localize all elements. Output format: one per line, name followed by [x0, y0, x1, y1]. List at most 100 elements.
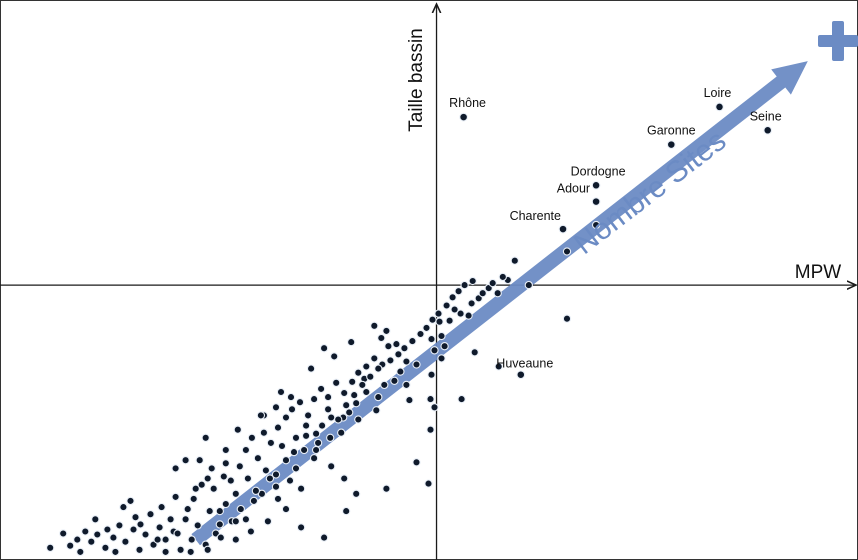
data-point [241, 445, 251, 455]
data-point [59, 529, 68, 538]
data-point [374, 392, 383, 402]
data-point [186, 547, 195, 557]
data-point [247, 433, 257, 442]
data-point [277, 441, 287, 451]
plus-icon [818, 21, 858, 61]
data-point [428, 315, 437, 324]
data-point [445, 316, 454, 325]
data-point [457, 394, 466, 404]
data-point [311, 445, 321, 455]
data-point [467, 299, 476, 308]
data-point [249, 496, 259, 506]
data-point [358, 380, 367, 390]
data-point [281, 413, 291, 422]
data-point [317, 421, 327, 430]
data-point [347, 337, 356, 347]
data-point [291, 433, 301, 442]
data-point [345, 408, 354, 417]
data-point [87, 537, 96, 546]
data-point [235, 462, 244, 471]
data-point [181, 515, 190, 524]
data-point [354, 368, 363, 377]
data-point [233, 425, 242, 434]
data-point [231, 489, 240, 498]
data-point [427, 370, 436, 379]
data-point [301, 431, 311, 440]
data-point [126, 496, 135, 506]
data-point [454, 287, 463, 296]
data-point [327, 413, 336, 422]
data-point [173, 529, 182, 538]
data-point [334, 415, 343, 424]
data-point [265, 474, 275, 483]
data-point-seine [763, 125, 773, 135]
data-point [430, 403, 439, 412]
data-point [216, 533, 225, 542]
data-point [285, 476, 295, 485]
point-label: Garonne [647, 124, 696, 138]
data-point [442, 301, 451, 310]
data-point [448, 293, 457, 302]
point-label: Loire [704, 86, 732, 100]
trend-arrow [191, 61, 808, 546]
data-point [271, 403, 281, 412]
data-point [510, 256, 519, 265]
data-point-rhne [459, 112, 468, 122]
data-point [430, 346, 439, 355]
point-label: Charente [510, 209, 561, 223]
data-point [437, 354, 446, 363]
data-point [141, 530, 150, 539]
data-point [215, 520, 224, 529]
data-point [281, 456, 291, 465]
data-point [289, 447, 299, 457]
data-point [171, 464, 180, 473]
data-point [435, 317, 444, 326]
data-point [434, 309, 443, 318]
data-point [161, 547, 170, 557]
data-point [243, 474, 253, 483]
data-point [460, 280, 469, 290]
data-point-huveaune [516, 370, 526, 380]
data-point [309, 454, 319, 463]
y-axis-title: Taille bassin [406, 28, 427, 132]
data-point [121, 537, 130, 546]
data-point [402, 380, 411, 390]
data-point [209, 484, 218, 493]
data-point [286, 392, 296, 402]
data-point [426, 394, 435, 404]
data-point [468, 276, 477, 286]
data-point [91, 515, 100, 524]
data-point [259, 428, 269, 437]
data-point [313, 438, 323, 448]
data-point [366, 372, 375, 381]
data-point [66, 541, 75, 550]
data-point [296, 484, 306, 493]
data-point [193, 521, 202, 530]
data-point [382, 484, 391, 493]
data-point [276, 387, 286, 397]
data-point [221, 445, 230, 455]
data-point [296, 523, 306, 532]
data-point [271, 482, 281, 491]
data-point [205, 506, 214, 516]
data-point [273, 423, 283, 432]
data-point [203, 474, 212, 483]
data-point [340, 388, 349, 398]
data-point [136, 520, 145, 529]
data-point [187, 535, 196, 544]
data-point [382, 326, 391, 336]
data-point [427, 334, 436, 344]
data-point [332, 378, 341, 387]
point-label: Seine [750, 109, 782, 123]
data-point [256, 411, 266, 420]
data-point [374, 364, 383, 373]
data-point [115, 521, 124, 530]
data-point [281, 504, 291, 514]
data-point-garonne [666, 140, 676, 149]
data-point [129, 525, 138, 534]
data-point [207, 464, 216, 473]
data-point [266, 438, 276, 448]
data-point [299, 445, 309, 455]
data-point [166, 515, 175, 524]
